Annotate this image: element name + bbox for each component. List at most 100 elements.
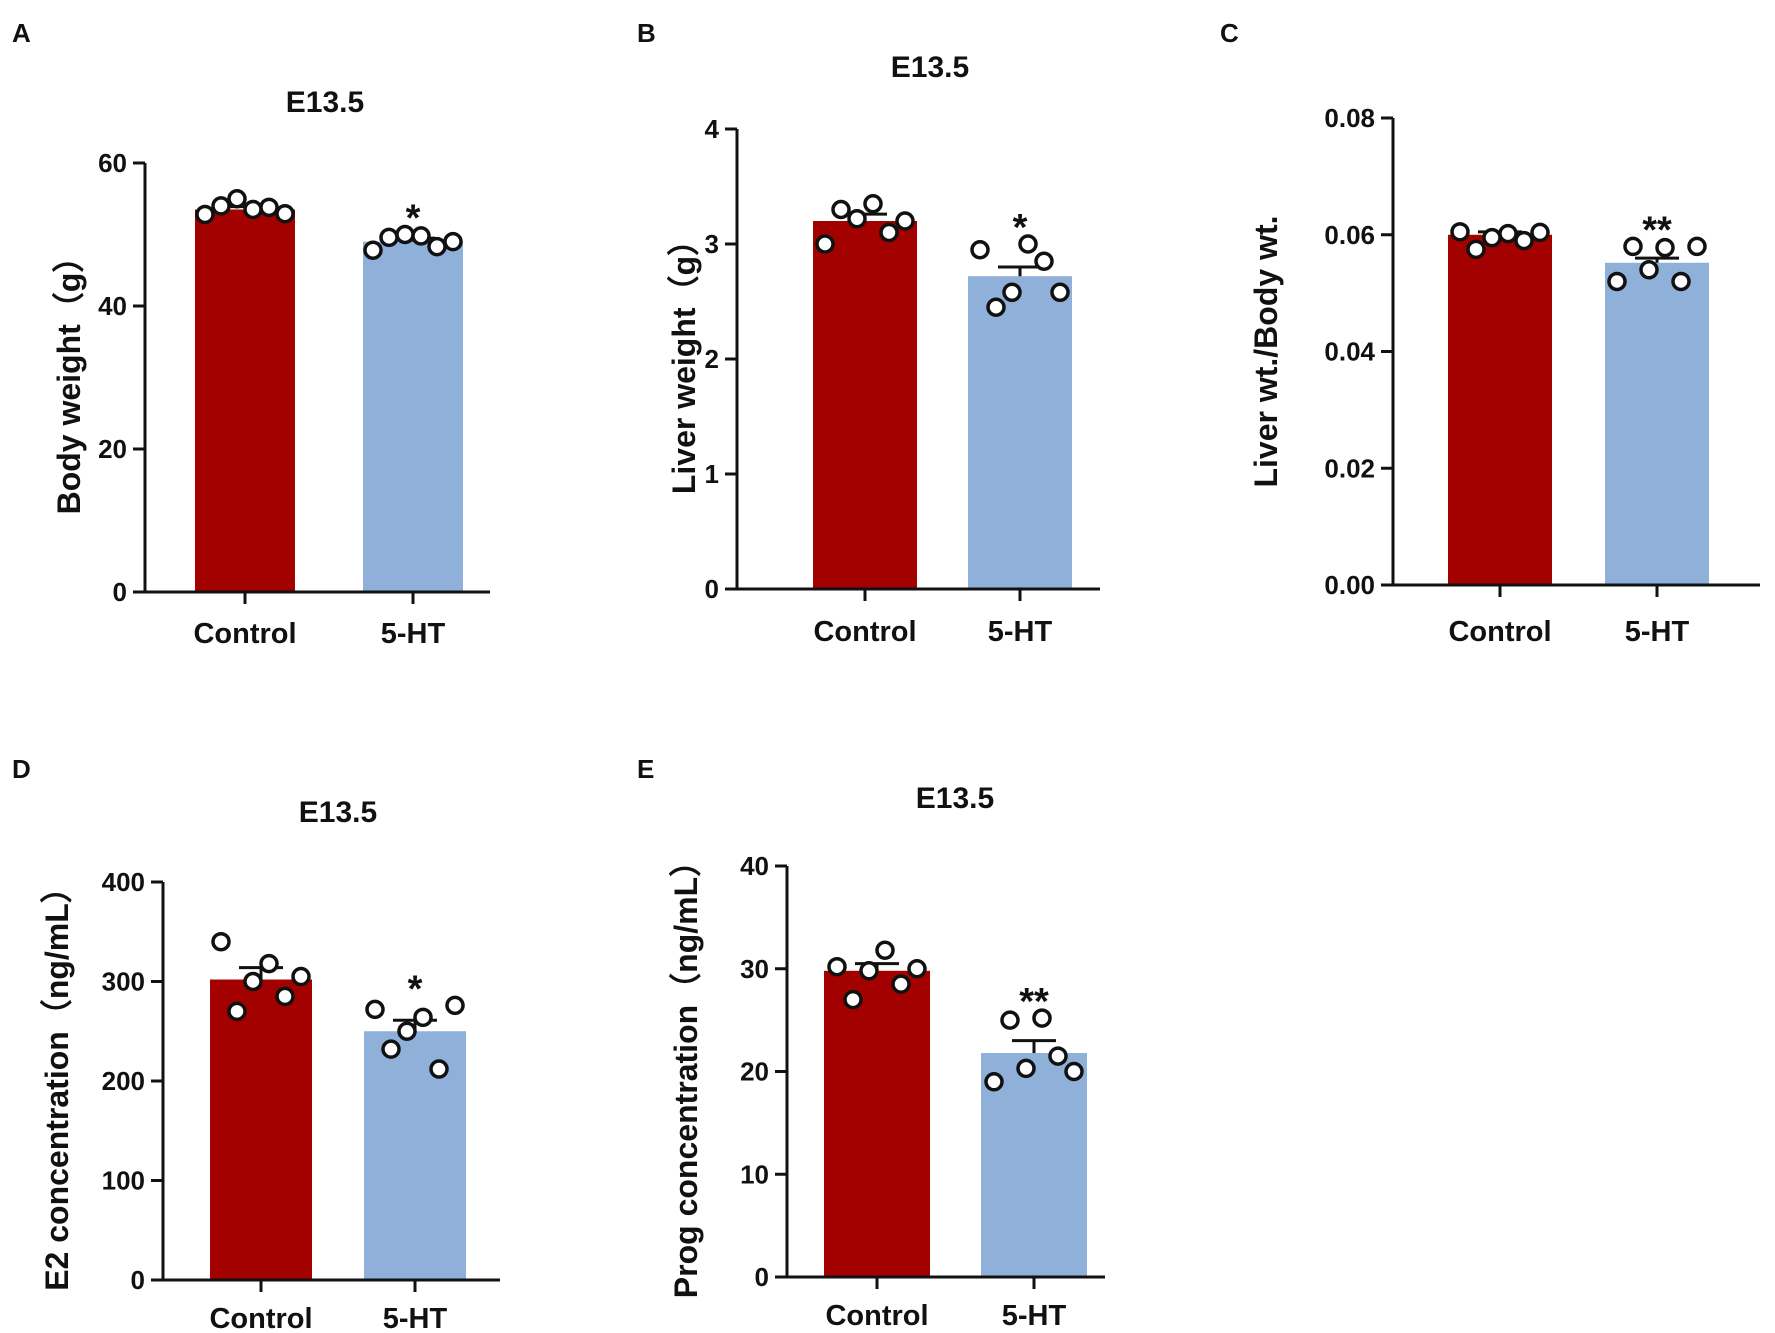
y-tick-label: 400 — [102, 867, 145, 897]
y-tick-label: 0.02 — [1324, 453, 1375, 483]
y-tick-label: 20 — [98, 434, 127, 464]
panel-label: D — [12, 754, 31, 784]
data-point — [1032, 1008, 1052, 1028]
bar-control — [195, 209, 295, 592]
data-point — [1450, 222, 1470, 242]
chart-panel-b: B E13.5 * 0 1 2 3 4 Control 5-HT Liver weight（g） — [637, 18, 1100, 648]
data-point — [427, 236, 447, 257]
panel-label: E — [637, 754, 654, 784]
data-point — [259, 953, 279, 974]
y-axis-label: E2 concentration（ng/mL） — [39, 871, 75, 1291]
data-point — [227, 1001, 247, 1022]
data-point — [1655, 237, 1675, 258]
y-tick-label: 0 — [131, 1265, 145, 1295]
y-axis-label: Prog concentration（ng/mL） — [668, 845, 704, 1298]
significance-marker: * — [1013, 207, 1028, 249]
x-category-label: 5-HT — [1002, 1300, 1067, 1332]
x-category-label: 5-HT — [383, 1303, 448, 1333]
chart-title: E13.5 — [299, 796, 377, 829]
data-point — [211, 931, 231, 952]
data-point — [895, 211, 915, 231]
data-point — [195, 204, 215, 225]
data-point — [291, 966, 311, 987]
data-point — [1482, 227, 1502, 248]
significance-marker: ** — [1642, 209, 1672, 251]
data-point — [365, 999, 385, 1020]
y-tick-label: 0.08 — [1324, 103, 1375, 133]
bar-5-ht — [363, 241, 463, 592]
chart-panel-e: E E13.5 ** 0 10 20 30 40 Control 5-HT Prog concent… — [637, 754, 1105, 1332]
y-tick-label: 60 — [98, 148, 127, 178]
data-point — [1671, 271, 1691, 292]
data-point — [1687, 236, 1707, 257]
data-point — [1048, 1046, 1068, 1066]
x-category-label: Control — [1448, 616, 1551, 648]
y-axis-label: Body weight（g） — [51, 241, 87, 515]
chart-panel-c: C ** 0.00 0.02 0.04 0.06 0.08 Control 5-HT Liver … — [1220, 18, 1760, 648]
y-axis-label: Liver wt./Body wt. — [1248, 215, 1284, 487]
chart-title: E13.5 — [916, 782, 994, 815]
data-point — [445, 995, 465, 1016]
data-point — [275, 986, 295, 1007]
data-point — [859, 961, 879, 981]
y-tick-label: 0.04 — [1324, 337, 1375, 367]
y-tick-label: 3 — [705, 229, 719, 259]
x-category-label: Control — [193, 618, 296, 650]
data-point — [891, 974, 911, 994]
bar-5-ht — [1605, 262, 1709, 585]
significance-marker: * — [406, 198, 421, 240]
data-point — [1498, 223, 1518, 244]
y-tick-label: 2 — [705, 344, 719, 374]
data-point — [275, 204, 295, 224]
data-point — [843, 989, 863, 1010]
data-point — [211, 196, 231, 216]
bar-control — [813, 221, 917, 589]
bar-control — [210, 979, 312, 1280]
data-point — [1016, 1058, 1036, 1079]
y-tick-label: 100 — [102, 1166, 145, 1196]
x-category-label: Control — [825, 1300, 928, 1332]
significance-marker: * — [408, 968, 423, 1010]
data-point — [970, 240, 990, 260]
panel-label: B — [637, 18, 656, 48]
data-point — [815, 234, 835, 254]
data-point — [1623, 236, 1643, 257]
y-tick-label: 40 — [740, 851, 769, 881]
bar-5-ht — [968, 276, 1072, 589]
data-point — [227, 189, 247, 209]
y-tick-label: 30 — [740, 954, 769, 984]
x-category-label: Control — [209, 1303, 312, 1333]
data-point — [875, 940, 895, 961]
y-tick-label: 40 — [98, 291, 127, 321]
x-category-label: 5-HT — [1625, 616, 1690, 648]
bar-control — [1448, 234, 1552, 585]
panel-label: C — [1220, 18, 1239, 48]
data-point — [1514, 230, 1534, 251]
y-tick-label: 0.06 — [1324, 220, 1375, 250]
data-point — [243, 971, 263, 992]
y-tick-label: 0.00 — [1324, 570, 1375, 600]
data-point — [379, 227, 399, 248]
significance-marker: ** — [1019, 981, 1049, 1023]
chart-title: E13.5 — [891, 51, 969, 84]
data-point — [259, 197, 279, 218]
data-point — [413, 1007, 433, 1028]
data-point — [363, 240, 383, 260]
data-point — [831, 199, 851, 220]
data-point — [429, 1059, 449, 1079]
data-point — [1000, 1010, 1020, 1030]
data-point — [1034, 251, 1054, 271]
y-tick-label: 10 — [740, 1159, 769, 1189]
data-point — [907, 959, 927, 979]
data-point — [986, 297, 1006, 317]
y-axis-label: Liver weight（g） — [666, 224, 702, 494]
chart-panel-a: A E13.5 * 0 20 40 60 Control 5-HT Body weight（g） — [12, 18, 490, 650]
chart-title: E13.5 — [286, 86, 364, 119]
chart-panel-d: D E13.5 * 0 100 200 300 400 Control 5-HT E2 concen… — [12, 754, 500, 1333]
y-tick-label: 300 — [102, 967, 145, 997]
data-point — [411, 226, 431, 246]
data-point — [443, 231, 463, 252]
y-tick-label: 0 — [113, 577, 127, 607]
data-point — [827, 956, 847, 977]
